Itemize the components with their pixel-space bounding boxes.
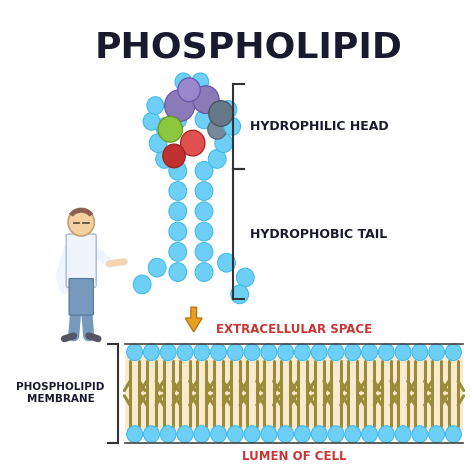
Circle shape: [195, 263, 213, 282]
Circle shape: [378, 344, 394, 361]
FancyBboxPatch shape: [66, 234, 96, 287]
Circle shape: [169, 161, 187, 180]
Circle shape: [228, 344, 243, 361]
Circle shape: [169, 263, 187, 282]
Circle shape: [220, 100, 237, 118]
Circle shape: [194, 426, 210, 443]
Circle shape: [210, 426, 227, 443]
Circle shape: [218, 253, 236, 272]
Circle shape: [237, 268, 254, 287]
Circle shape: [208, 149, 226, 168]
Text: PHOSPHOLIPID
MEMBRANE: PHOSPHOLIPID MEMBRANE: [16, 383, 105, 404]
Circle shape: [446, 344, 461, 361]
FancyArrow shape: [185, 307, 202, 332]
Circle shape: [169, 222, 187, 241]
Circle shape: [311, 426, 327, 443]
Circle shape: [328, 344, 344, 361]
Circle shape: [181, 130, 205, 156]
Circle shape: [194, 344, 210, 361]
Circle shape: [149, 134, 167, 153]
Circle shape: [209, 100, 233, 126]
Circle shape: [164, 90, 195, 121]
Circle shape: [224, 118, 241, 135]
Circle shape: [278, 344, 293, 361]
Circle shape: [231, 285, 248, 304]
Circle shape: [169, 110, 187, 129]
Circle shape: [228, 426, 243, 443]
Text: HYDROPHOBIC TAIL: HYDROPHOBIC TAIL: [250, 228, 387, 240]
Circle shape: [144, 344, 159, 361]
FancyBboxPatch shape: [69, 279, 93, 315]
Circle shape: [177, 426, 193, 443]
Circle shape: [192, 73, 209, 91]
Circle shape: [133, 275, 151, 294]
Circle shape: [278, 426, 293, 443]
Circle shape: [261, 426, 277, 443]
Circle shape: [311, 344, 327, 361]
Circle shape: [160, 426, 176, 443]
Circle shape: [261, 344, 277, 361]
Circle shape: [147, 97, 164, 114]
Circle shape: [208, 119, 227, 139]
Circle shape: [345, 426, 361, 443]
Circle shape: [215, 134, 233, 153]
Circle shape: [362, 426, 377, 443]
Circle shape: [195, 110, 213, 129]
Circle shape: [158, 117, 182, 142]
Circle shape: [160, 344, 176, 361]
Circle shape: [195, 202, 213, 221]
Circle shape: [428, 426, 445, 443]
Circle shape: [208, 118, 226, 137]
Circle shape: [210, 344, 227, 361]
Text: LUMEN OF CELL: LUMEN OF CELL: [242, 450, 346, 464]
Circle shape: [177, 344, 193, 361]
Circle shape: [294, 344, 310, 361]
Circle shape: [428, 344, 445, 361]
Circle shape: [395, 426, 411, 443]
Circle shape: [178, 78, 201, 101]
Circle shape: [144, 426, 159, 443]
Circle shape: [148, 258, 166, 277]
Circle shape: [328, 426, 344, 443]
Circle shape: [244, 344, 260, 361]
Circle shape: [143, 112, 160, 130]
Circle shape: [195, 242, 213, 261]
Circle shape: [195, 161, 213, 180]
Circle shape: [169, 242, 187, 261]
FancyBboxPatch shape: [125, 356, 463, 431]
Circle shape: [163, 144, 185, 168]
Circle shape: [175, 73, 192, 91]
Circle shape: [378, 426, 394, 443]
Circle shape: [68, 209, 94, 236]
Circle shape: [362, 344, 377, 361]
Circle shape: [395, 344, 411, 361]
Circle shape: [412, 426, 428, 443]
Circle shape: [156, 149, 173, 168]
Circle shape: [412, 344, 428, 361]
Text: HYDROPHILIC HEAD: HYDROPHILIC HEAD: [250, 120, 389, 133]
Circle shape: [169, 202, 187, 221]
Circle shape: [193, 86, 219, 113]
Text: PHOSPHOLIPID: PHOSPHOLIPID: [95, 30, 403, 64]
Text: EXTRACELLULAR SPACE: EXTRACELLULAR SPACE: [216, 323, 372, 336]
Circle shape: [446, 426, 461, 443]
Circle shape: [169, 182, 187, 201]
Circle shape: [244, 426, 260, 443]
Circle shape: [195, 222, 213, 241]
Circle shape: [127, 344, 143, 361]
Circle shape: [345, 344, 361, 361]
Circle shape: [127, 426, 143, 443]
Circle shape: [195, 182, 213, 201]
Circle shape: [156, 118, 173, 137]
Circle shape: [294, 426, 310, 443]
